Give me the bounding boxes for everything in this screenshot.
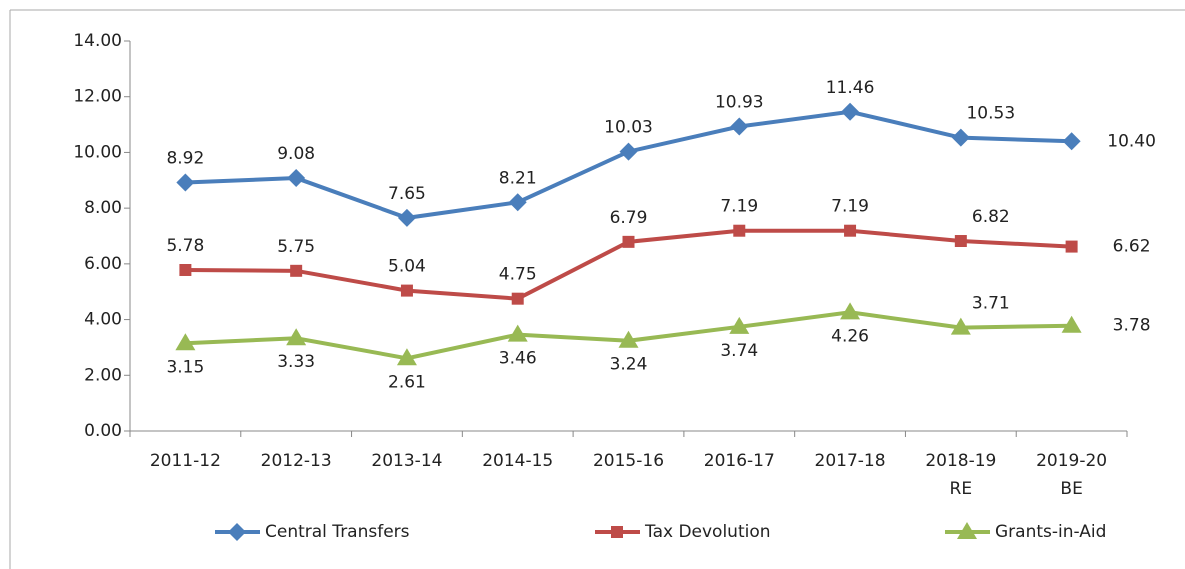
data-label: 4.26 — [831, 326, 869, 346]
point-marker — [175, 333, 196, 351]
data-label: 10.93 — [715, 93, 764, 113]
x-tick-label: 2019-20 BE — [1036, 451, 1108, 499]
point-marker — [1061, 315, 1082, 333]
point-marker — [1062, 132, 1081, 151]
data-label: 8.21 — [499, 168, 537, 188]
legend-marker — [611, 526, 623, 538]
data-label: 8.92 — [166, 149, 204, 169]
point-marker — [507, 324, 528, 342]
y-tick-label: 6.00 — [84, 254, 122, 274]
data-label: 10.40 — [1107, 131, 1156, 151]
data-label: 3.24 — [610, 355, 648, 375]
x-tick-label: 2011-12 — [149, 451, 221, 471]
y-tick-label: 0.00 — [84, 421, 122, 441]
y-tick-label: 10.00 — [73, 142, 122, 162]
point-marker — [511, 292, 524, 305]
x-tick-label: 2015-16 — [592, 451, 665, 471]
legend-marker — [228, 523, 246, 541]
data-label: 10.53 — [966, 104, 1015, 124]
data-label: 11.46 — [826, 78, 875, 98]
point-marker — [954, 235, 967, 248]
point-marker — [840, 302, 861, 320]
x-tick-label: 2014-15 — [482, 451, 554, 471]
point-marker — [619, 142, 638, 161]
data-label: 2.61 — [388, 372, 426, 392]
y-tick-label: 4.00 — [84, 310, 122, 330]
x-tick-label: 2018-19 RE — [925, 451, 997, 499]
data-label: 5.78 — [166, 236, 204, 256]
point-marker — [950, 317, 971, 335]
point-marker — [844, 224, 857, 237]
point-marker — [397, 208, 416, 227]
point-marker — [176, 173, 195, 192]
legend-label: Tax Devolution — [644, 522, 771, 542]
x-tick-label: 2013-14 — [371, 451, 443, 471]
x-tick-label: 2017-18 — [814, 451, 886, 471]
data-label: 3.78 — [1113, 316, 1151, 336]
data-label: 3.74 — [720, 341, 758, 361]
point-marker — [508, 193, 527, 212]
point-marker — [951, 128, 970, 147]
legend-marker — [957, 522, 977, 539]
y-tick-label: 14.00 — [73, 31, 122, 51]
y-tick-label: 12.00 — [73, 87, 122, 107]
point-marker — [841, 102, 860, 121]
x-tick-label: 2016-17 — [703, 451, 775, 471]
point-marker — [1065, 240, 1078, 253]
data-label: 3.15 — [166, 357, 204, 377]
y-tick-label: 2.00 — [84, 365, 122, 385]
x-tick-label: 2012-13 — [260, 451, 332, 471]
data-label: 5.75 — [277, 237, 315, 257]
point-marker — [622, 235, 635, 248]
point-marker — [729, 316, 750, 334]
data-label: 10.03 — [604, 118, 653, 138]
point-marker — [287, 169, 306, 188]
data-label: 9.08 — [277, 144, 315, 164]
point-marker — [179, 263, 192, 276]
data-label: 7.65 — [388, 184, 426, 204]
point-marker — [286, 328, 307, 346]
data-label: 3.46 — [499, 349, 537, 369]
data-label: 6.79 — [610, 208, 648, 228]
point-marker — [396, 348, 417, 366]
point-marker — [400, 284, 413, 297]
point-marker — [290, 264, 303, 277]
data-label: 7.19 — [720, 197, 758, 217]
data-label: 4.75 — [499, 265, 537, 285]
point-marker — [730, 117, 749, 136]
legend-label: Grants-in-Aid — [995, 522, 1106, 542]
data-label: 5.04 — [388, 257, 426, 277]
data-label: 6.62 — [1113, 237, 1151, 257]
legend-label: Central Transfers — [265, 522, 410, 542]
point-marker — [618, 330, 639, 348]
data-label: 6.82 — [972, 207, 1010, 227]
y-tick-label: 8.00 — [84, 198, 122, 218]
data-label: 7.19 — [831, 197, 869, 217]
data-label: 3.33 — [277, 352, 315, 372]
point-marker — [733, 224, 746, 237]
data-label: 3.71 — [972, 294, 1010, 314]
